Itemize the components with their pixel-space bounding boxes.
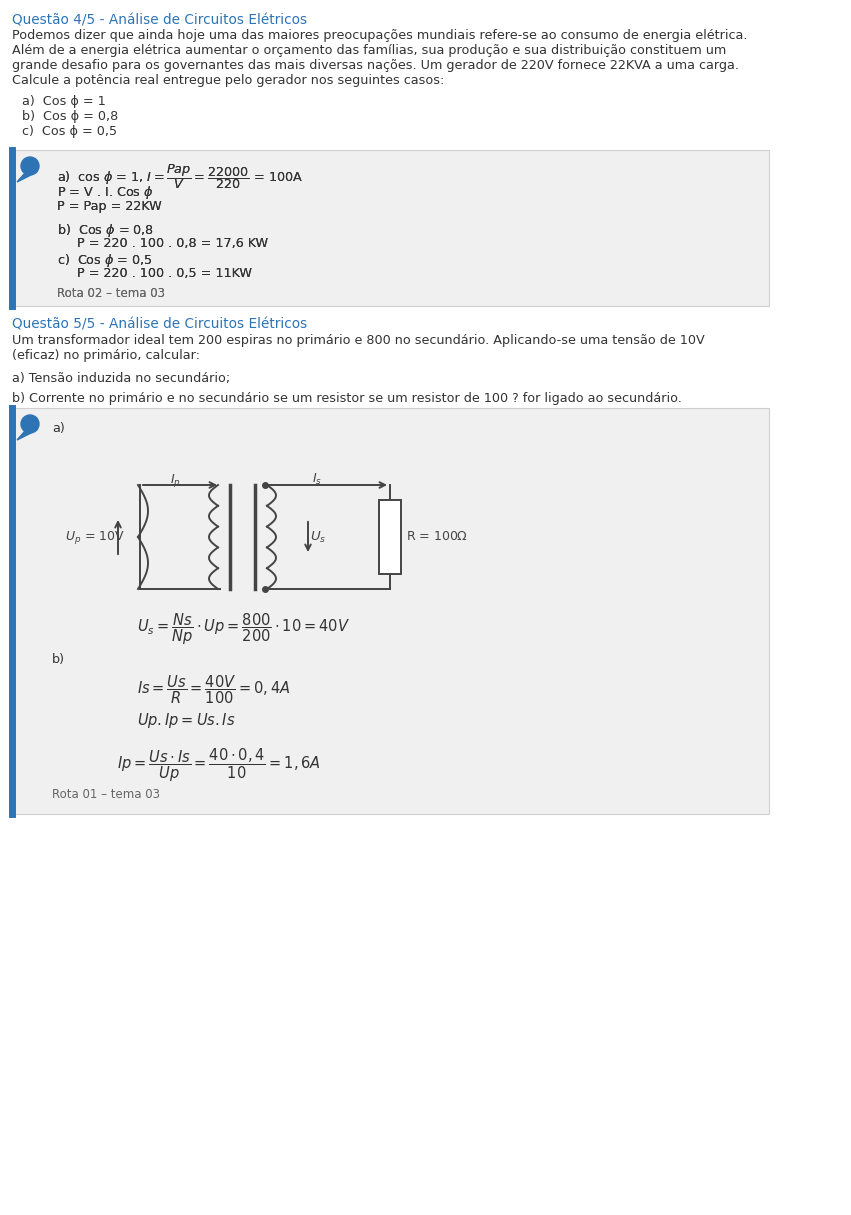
Text: P = V . I. Cos $\phi$: P = V . I. Cos $\phi$ (57, 183, 154, 200)
Polygon shape (17, 173, 31, 182)
Text: Rota 01 – tema 03: Rota 01 – tema 03 (52, 789, 160, 801)
Text: P = 220 . 100 . 0,5 = 11KW: P = 220 . 100 . 0,5 = 11KW (77, 267, 252, 279)
Circle shape (21, 416, 39, 433)
Text: R = 100$\Omega$: R = 100$\Omega$ (406, 531, 468, 543)
Text: $U_p$ = 10V: $U_p$ = 10V (65, 529, 125, 546)
Text: Questão 4/5 - Análise de Circuitos Elétricos: Questão 4/5 - Análise de Circuitos Elétr… (12, 13, 307, 27)
Text: c)  Cos $\phi$ = 0,5: c) Cos $\phi$ = 0,5 (57, 252, 153, 269)
Text: grande desafio para os governantes das mais diversas nações. Um gerador de 220V : grande desafio para os governantes das m… (12, 60, 739, 72)
Text: Questão 5/5 - Análise de Circuitos Elétricos: Questão 5/5 - Análise de Circuitos Elétr… (12, 318, 307, 332)
Text: $U_s = \dfrac{Ns}{Np} \cdot Up = \dfrac{800}{200} \cdot 10 = 40V$: $U_s = \dfrac{Ns}{Np} \cdot Up = \dfrac{… (137, 611, 350, 646)
Text: b)  Cos $\phi$ = 0,8: b) Cos $\phi$ = 0,8 (57, 222, 154, 239)
Text: (eficaz) no primário, calcular:: (eficaz) no primário, calcular: (12, 349, 200, 362)
Text: b): b) (52, 652, 65, 666)
Bar (12, 408, 769, 814)
Text: b) Corrente no primário e no secundário se um resistor se um resistor de 100 ? f: b) Corrente no primário e no secundário … (12, 392, 682, 405)
Text: P = 220 . 100 . 0,8 = 17,6 KW: P = 220 . 100 . 0,8 = 17,6 KW (77, 237, 268, 250)
Text: a): a) (52, 422, 65, 435)
Text: Um transformador ideal tem 200 espiras no primário e 800 no secundário. Aplicand: Um transformador ideal tem 200 espiras n… (12, 334, 705, 347)
Text: Calcule a potência real entregue pelo gerador nos seguintes casos:: Calcule a potência real entregue pelo ge… (12, 74, 444, 87)
Text: a) Tensão induzida no secundário;: a) Tensão induzida no secundário; (12, 372, 231, 385)
Text: $I_p$: $I_p$ (170, 471, 181, 488)
Polygon shape (17, 431, 31, 440)
Text: Rota 02 – tema 03: Rota 02 – tema 03 (57, 287, 165, 300)
Text: P = Pap = 22KW: P = Pap = 22KW (57, 200, 162, 213)
Bar (12, 149, 769, 306)
Text: a)  Cos ϕ = 1: a) Cos ϕ = 1 (22, 95, 106, 108)
Text: $I_s$: $I_s$ (312, 471, 323, 487)
Text: $U_s$: $U_s$ (310, 530, 326, 544)
Text: P = 220 . 100 . 0,5 = 11KW: P = 220 . 100 . 0,5 = 11KW (77, 267, 252, 279)
Text: a)  cos $\phi$ = 1, $I = \dfrac{Pap}{V} = \dfrac{22000}{220}$ = 100A: a) cos $\phi$ = 1, $I = \dfrac{Pap}{V} =… (57, 162, 303, 191)
Text: $Is = \dfrac{Us}{R} = \dfrac{40V}{100} = 0,4A$: $Is = \dfrac{Us}{R} = \dfrac{40V}{100} =… (137, 673, 290, 706)
Text: c)  Cos $\phi$ = 0,5: c) Cos $\phi$ = 0,5 (57, 252, 153, 269)
Text: a)  cos $\phi$ = 1, $I = \dfrac{Pap}{V} = \dfrac{22000}{220}$ = 100A: a) cos $\phi$ = 1, $I = \dfrac{Pap}{V} =… (57, 162, 303, 191)
Text: P = Pap = 22KW: P = Pap = 22KW (57, 200, 162, 213)
Text: $Up.Ip = Us.Is$: $Up.Ip = Us.Is$ (137, 711, 236, 730)
Text: P = 220 . 100 . 0,8 = 17,6 KW: P = 220 . 100 . 0,8 = 17,6 KW (77, 237, 268, 250)
Text: Rota 02 – tema 03: Rota 02 – tema 03 (57, 287, 165, 300)
Text: P = V . I. Cos $\phi$: P = V . I. Cos $\phi$ (57, 183, 154, 200)
Text: Além de a energia elétrica aumentar o orçamento das famílias, sua produção e sua: Além de a energia elétrica aumentar o or… (12, 44, 726, 57)
Text: $Ip = \dfrac{Us \cdot Is}{Up} = \dfrac{40 \cdot 0,4}{10} = 1,6A$: $Ip = \dfrac{Us \cdot Is}{Up} = \dfrac{4… (117, 746, 321, 784)
Text: b)  Cos ϕ = 0,8: b) Cos ϕ = 0,8 (22, 111, 118, 123)
Text: b)  Cos $\phi$ = 0,8: b) Cos $\phi$ = 0,8 (57, 222, 154, 239)
Text: c)  Cos ϕ = 0,5: c) Cos ϕ = 0,5 (22, 125, 117, 139)
Text: Podemos dizer que ainda hoje uma das maiores preocupações mundiais refere-se ao : Podemos dizer que ainda hoje uma das mai… (12, 29, 747, 43)
Bar (379, 501, 401, 573)
Circle shape (21, 157, 39, 175)
